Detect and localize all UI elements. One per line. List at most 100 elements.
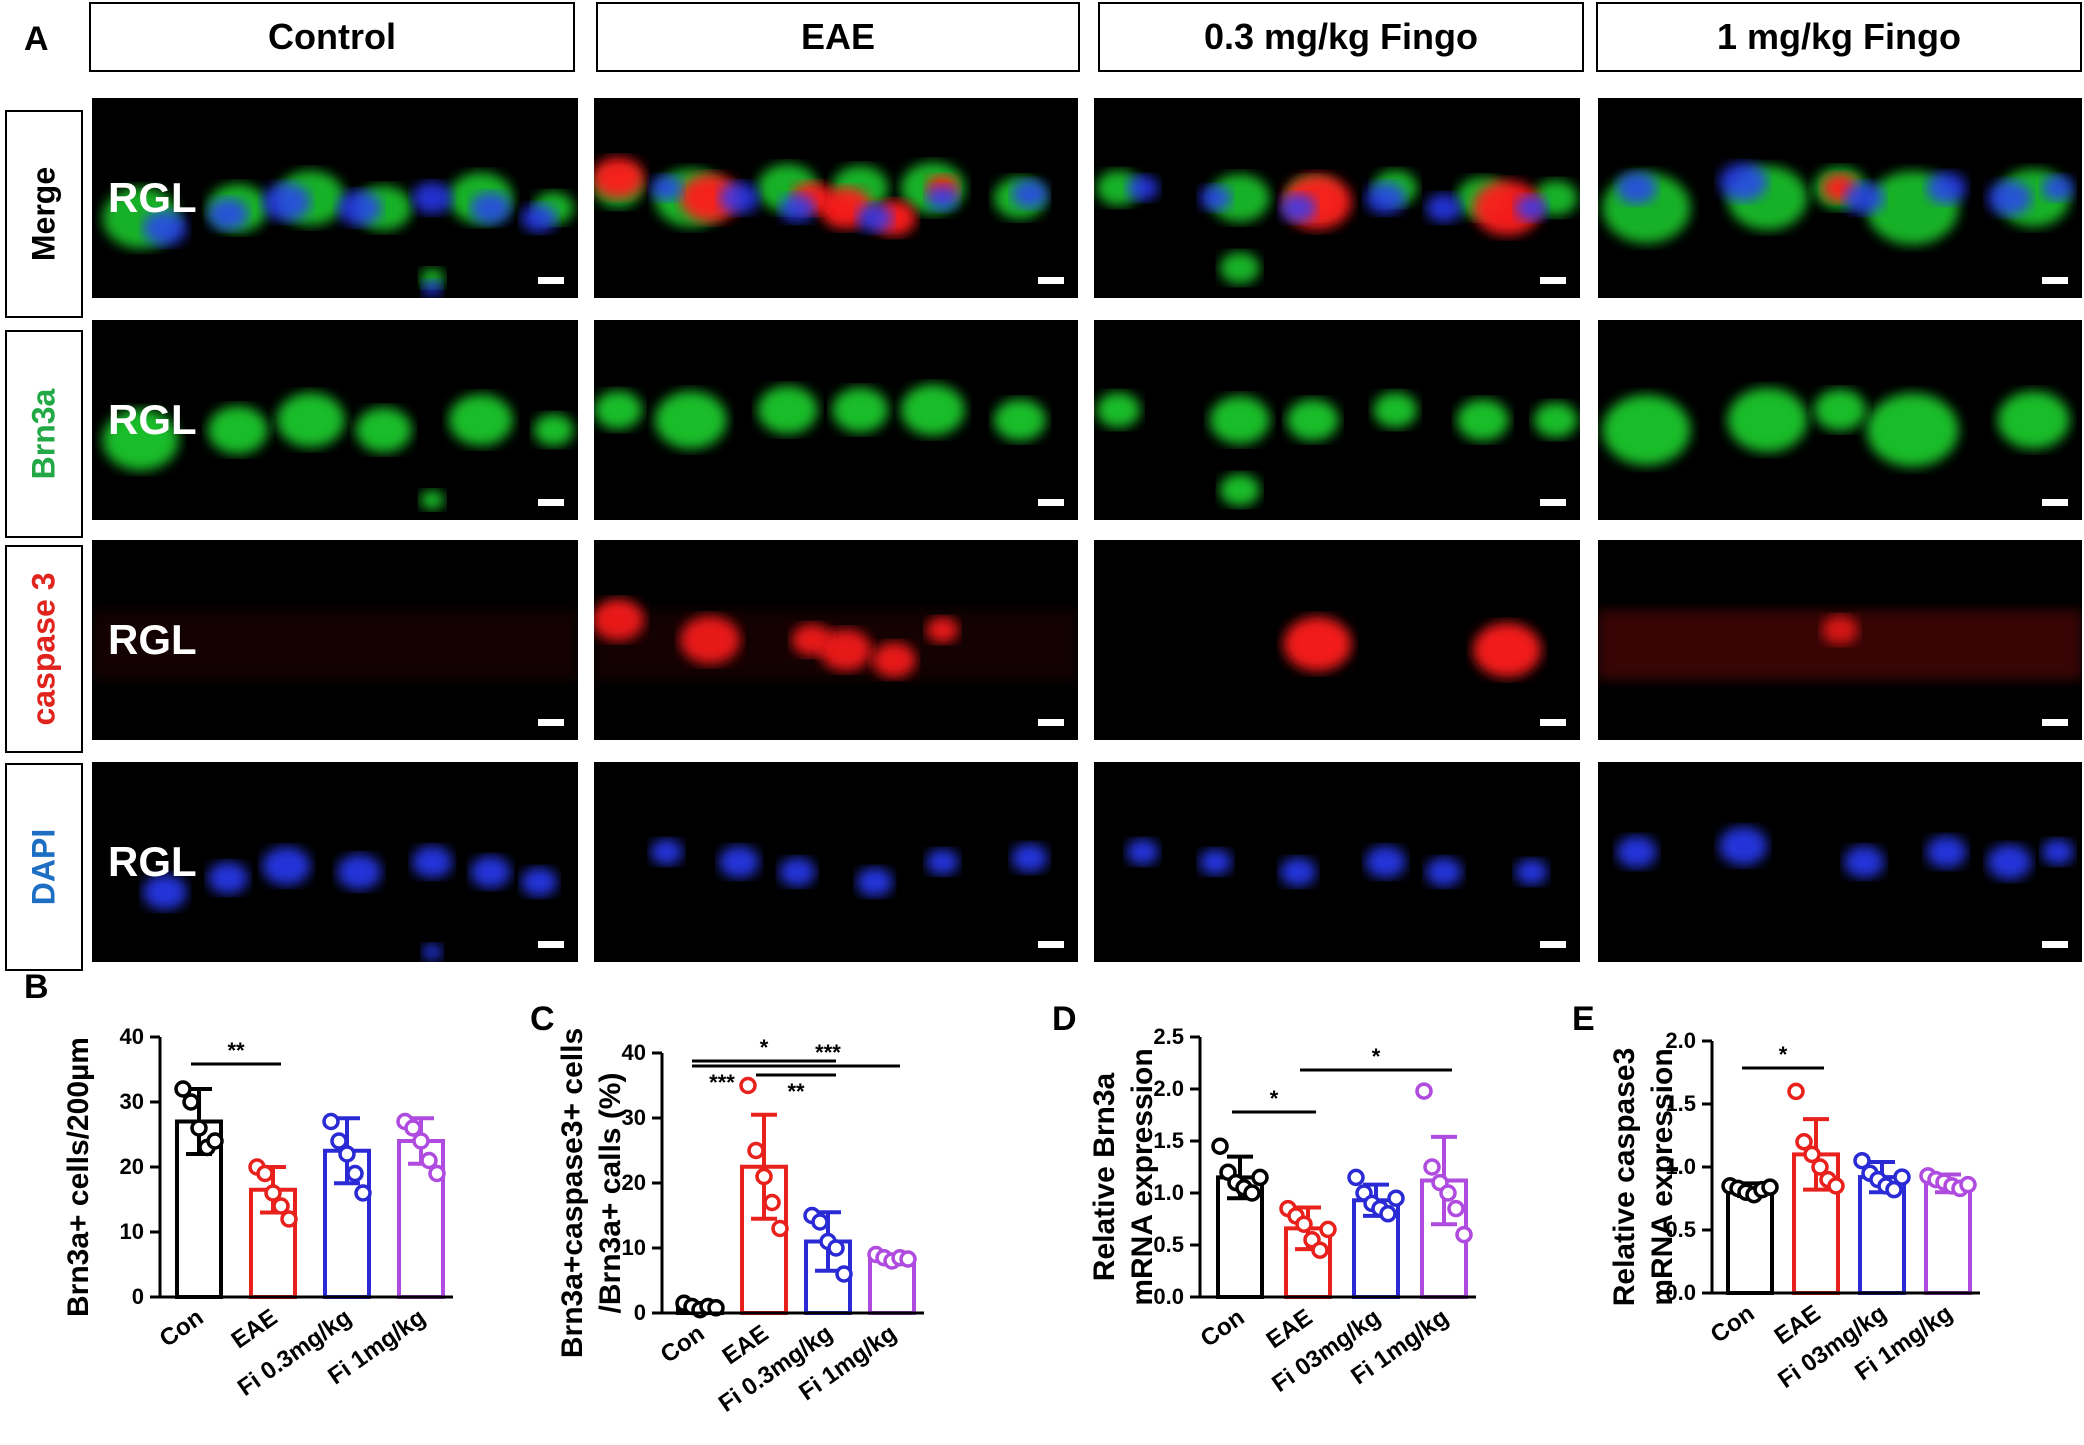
rgl-label: RGL [108, 838, 197, 885]
micrograph-image [1598, 762, 2082, 962]
bar [1924, 1181, 1972, 1296]
data-point [1295, 1215, 1313, 1233]
data-point [739, 1076, 757, 1095]
row-label-brn3a: Brn3a [5, 330, 83, 538]
cell-blob [422, 944, 443, 960]
cell-blob [1987, 844, 2032, 880]
cell-blob [412, 182, 453, 214]
panel-letter-c: C [530, 1000, 555, 1038]
cell-blob [1844, 846, 1885, 878]
y-tick-label: 1.5 [1153, 1128, 1184, 1153]
cell-blob [1096, 170, 1141, 206]
data-point [763, 1193, 781, 1212]
y-tick-label: 20 [622, 1170, 646, 1195]
y-axis-label: /Brn3a+ calls (%) [594, 1073, 627, 1314]
significance-label: ** [787, 1079, 805, 1104]
micrograph-dapi-fingo-03 [1094, 762, 1580, 962]
data-point [899, 1250, 917, 1268]
scale-bar [538, 719, 564, 726]
bar [1726, 1187, 1774, 1295]
data-point [264, 1184, 282, 1202]
cell-blob [262, 846, 311, 886]
row-label-text: Merge [25, 166, 62, 262]
cell-blob [926, 849, 959, 875]
significance-label: * [1779, 1042, 1788, 1067]
cell-blob [1987, 180, 2032, 216]
data-point [404, 1119, 422, 1137]
scale-bar [538, 499, 564, 506]
cell-blob [1515, 195, 1548, 221]
micrograph-merge-fingo-1 [1598, 98, 2082, 298]
cell-blob [2041, 175, 2074, 201]
cell-blob [1425, 857, 1462, 887]
micrograph-caspase3-control: RGL [92, 540, 578, 740]
significance-label: *** [709, 1070, 735, 1095]
cell-blob [757, 386, 818, 434]
micrograph-image [594, 540, 1078, 740]
y-axis-label: Brn3a+ cells/200µm [62, 1037, 95, 1317]
data-point [322, 1112, 340, 1131]
micrograph-brn3a-control: RGL [92, 320, 578, 520]
cell-blob [900, 384, 965, 436]
y-tick-label: 1.0 [1665, 1154, 1696, 1179]
data-point [1853, 1151, 1871, 1170]
data-point [1319, 1220, 1337, 1239]
cell-blob [1126, 175, 1159, 201]
data-point [354, 1184, 372, 1202]
micrograph-image [92, 762, 578, 962]
column-header-fingo-1: 1 mg/kg Fingo [1596, 2, 2082, 72]
data-point [338, 1145, 356, 1163]
x-tick-label: Con [1706, 1300, 1760, 1349]
micrograph-dapi-control: RGL [92, 762, 578, 962]
cell-blob [1199, 849, 1232, 875]
scale-bar [2042, 941, 2068, 948]
micrograph-dapi-eae [594, 762, 1078, 962]
scale-bar [2042, 719, 2068, 726]
y-axis-label: Relative Brn3a [1088, 1072, 1121, 1281]
data-point [420, 1151, 438, 1170]
cell-blob [594, 390, 643, 430]
data-point [811, 1213, 829, 1231]
data-point [1893, 1168, 1911, 1186]
y-tick-label: 0.0 [1153, 1284, 1184, 1309]
cell-blob [1616, 836, 1657, 868]
micrograph-caspase3-eae [594, 540, 1078, 740]
micrograph-brn3a-eae [594, 320, 1078, 520]
row-label-merge: Merge [5, 110, 83, 318]
data-point [1447, 1199, 1465, 1218]
cell-blob [1280, 193, 1317, 223]
data-point [1803, 1145, 1821, 1164]
data-point [428, 1164, 446, 1183]
cell-blob [993, 399, 1046, 441]
x-tick-label: Con [656, 1320, 710, 1369]
y-tick-label: 1.5 [1665, 1091, 1696, 1116]
cell-blob [1473, 180, 1542, 236]
cell-blob [533, 414, 574, 446]
micrograph-image [1598, 540, 2082, 740]
data-point [1787, 1082, 1805, 1101]
cell-blob [832, 387, 889, 433]
cell-blob [420, 490, 445, 510]
cell-blob [779, 193, 816, 223]
row-label-text: Brn3a [25, 388, 62, 480]
micrograph-brn3a-fingo-1 [1598, 320, 2082, 520]
cell-blob [1533, 402, 1578, 438]
cell-blob [654, 391, 727, 449]
cell-blob [1602, 394, 1691, 466]
micrograph-image [1094, 540, 1580, 740]
y-tick-label: 2.0 [1153, 1076, 1184, 1101]
cell-blob [1616, 172, 1657, 204]
cell-blob [719, 182, 760, 214]
cell-blob [1283, 616, 1352, 672]
data-point [330, 1132, 348, 1150]
panel-letter-b: B [24, 968, 49, 1006]
data-point [1455, 1225, 1473, 1244]
data-point [1795, 1133, 1813, 1151]
rgl-label: RGL [108, 396, 197, 443]
x-tick-label: Con [155, 1304, 209, 1353]
y-tick-label: 40 [622, 1040, 646, 1065]
cell-blob [412, 846, 453, 878]
significance-label: ** [227, 1038, 245, 1063]
y-tick-label: 10 [120, 1219, 144, 1244]
y-tick-label: 30 [622, 1105, 646, 1130]
